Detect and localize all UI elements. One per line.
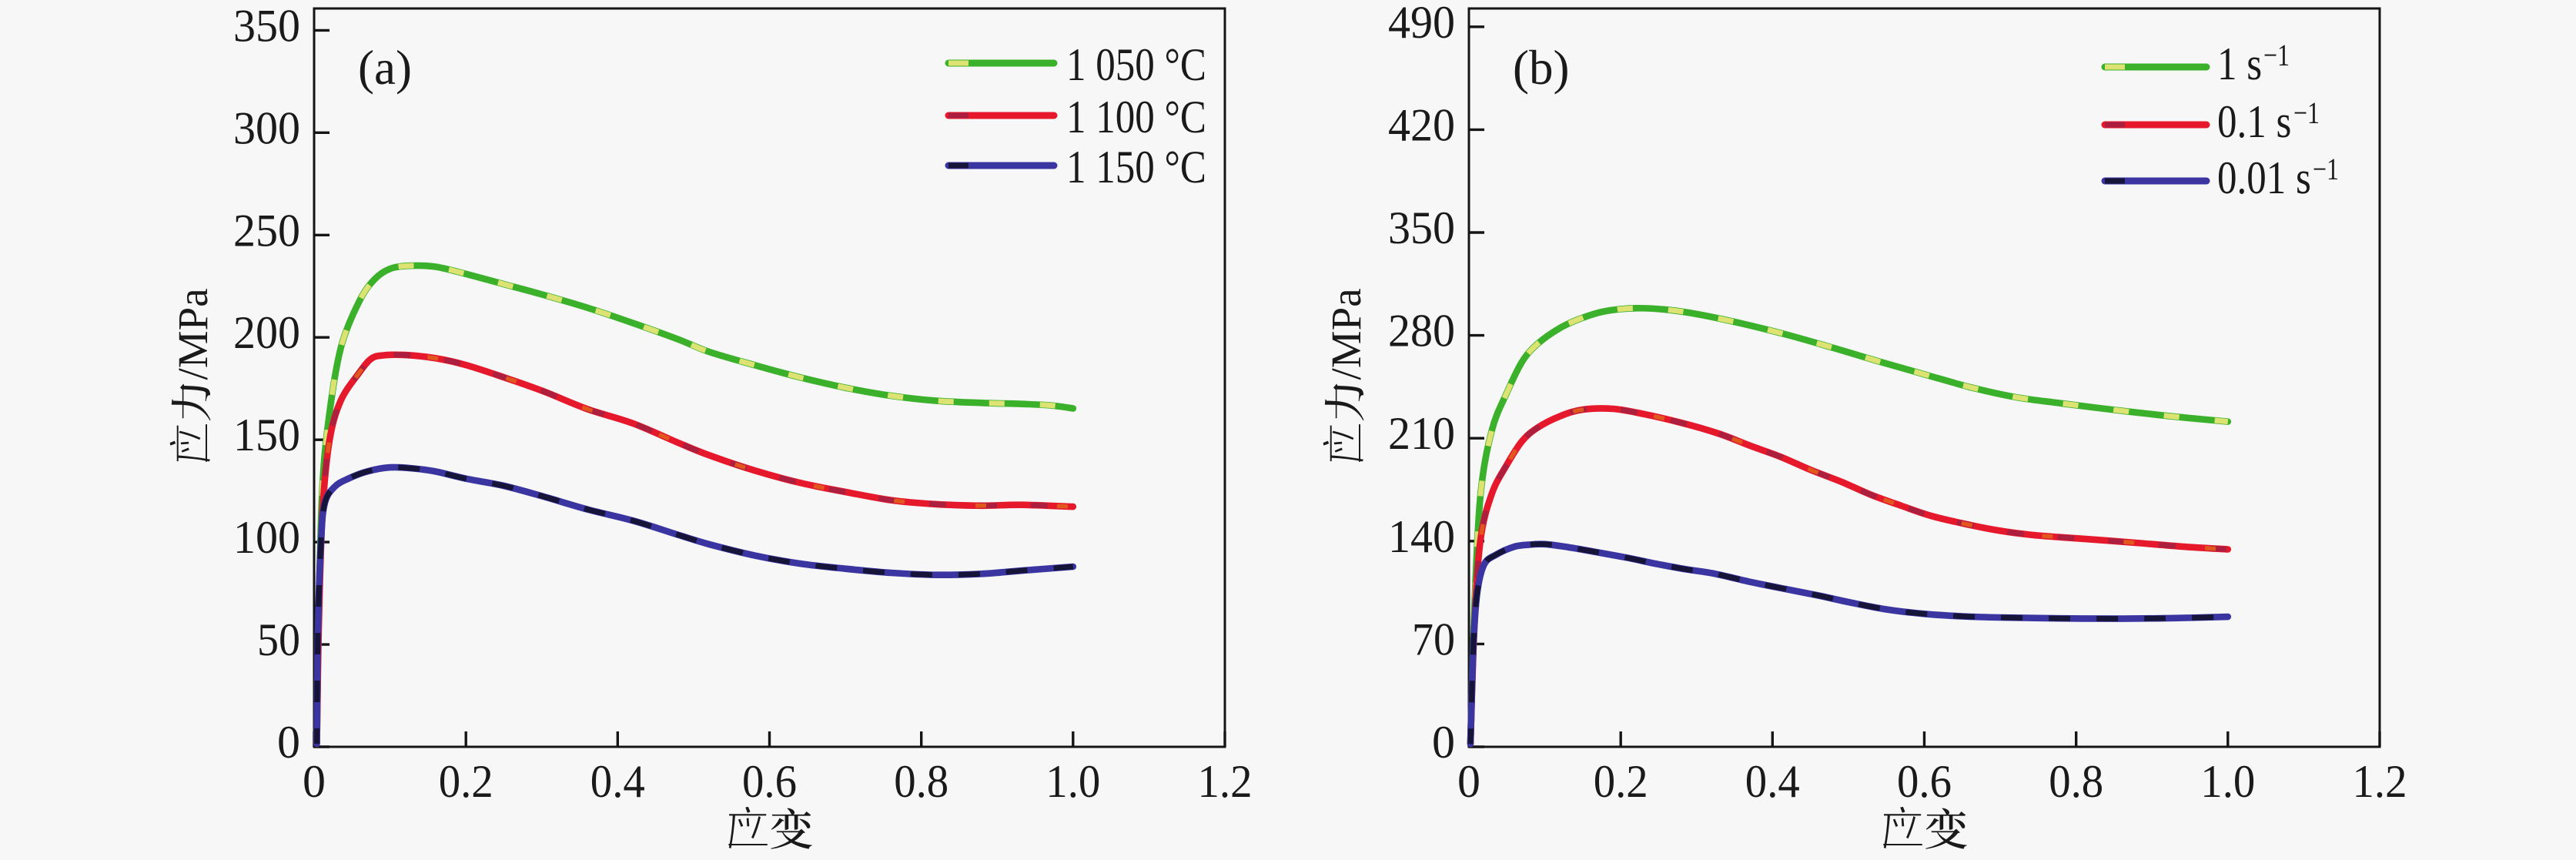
svg-text:70: 70 xyxy=(1412,614,1455,664)
svg-text:0.01 s: 0.01 s xyxy=(2217,152,2311,204)
svg-text:1.0: 1.0 xyxy=(2200,756,2255,807)
svg-text:50: 50 xyxy=(257,614,300,665)
svg-text:490: 490 xyxy=(1388,0,1455,48)
svg-text:0.6: 0.6 xyxy=(1897,756,1952,807)
svg-text:210: 210 xyxy=(1388,408,1455,459)
svg-text:1 100 °C: 1 100 °C xyxy=(1066,92,1206,143)
svg-text:0.4: 0.4 xyxy=(590,756,645,807)
svg-text:0: 0 xyxy=(1432,717,1455,768)
svg-text:(a): (a) xyxy=(358,41,412,95)
svg-text:(b): (b) xyxy=(1513,41,1569,95)
svg-text:0: 0 xyxy=(277,717,300,768)
svg-text:300: 300 xyxy=(233,102,300,153)
svg-text:350: 350 xyxy=(233,0,300,51)
svg-text:100: 100 xyxy=(233,512,300,563)
svg-text:0.4: 0.4 xyxy=(1745,756,1800,807)
svg-text:1.2: 1.2 xyxy=(1198,756,1253,807)
svg-text:/MPa: /MPa xyxy=(169,288,216,380)
svg-text:−1: −1 xyxy=(2293,96,2320,130)
svg-text:1 150 °C: 1 150 °C xyxy=(1066,142,1206,193)
svg-text:1 050 °C: 1 050 °C xyxy=(1066,39,1206,91)
svg-text:0.6: 0.6 xyxy=(742,756,797,807)
svg-text:0.8: 0.8 xyxy=(2049,756,2103,807)
svg-text:1 s: 1 s xyxy=(2217,38,2262,90)
svg-text:−1: −1 xyxy=(2313,152,2339,186)
svg-text:/MPa: /MPa xyxy=(1323,288,1370,380)
svg-text:0: 0 xyxy=(1457,756,1480,807)
svg-text:0.8: 0.8 xyxy=(894,756,948,807)
svg-text:1.0: 1.0 xyxy=(1045,756,1100,807)
svg-text:280: 280 xyxy=(1388,306,1455,356)
svg-text:0.2: 0.2 xyxy=(439,756,493,807)
svg-text:140: 140 xyxy=(1388,511,1455,562)
svg-text:−1: −1 xyxy=(2263,38,2290,72)
svg-text:420: 420 xyxy=(1388,99,1455,150)
svg-text:150: 150 xyxy=(233,410,300,460)
svg-text:250: 250 xyxy=(233,205,300,256)
svg-text:0.1 s: 0.1 s xyxy=(2217,96,2291,148)
svg-text:1.2: 1.2 xyxy=(2353,756,2407,807)
svg-text:350: 350 xyxy=(1388,202,1455,253)
svg-text:0.2: 0.2 xyxy=(1594,756,1648,807)
svg-text:0: 0 xyxy=(303,756,326,807)
svg-text:200: 200 xyxy=(233,307,300,358)
